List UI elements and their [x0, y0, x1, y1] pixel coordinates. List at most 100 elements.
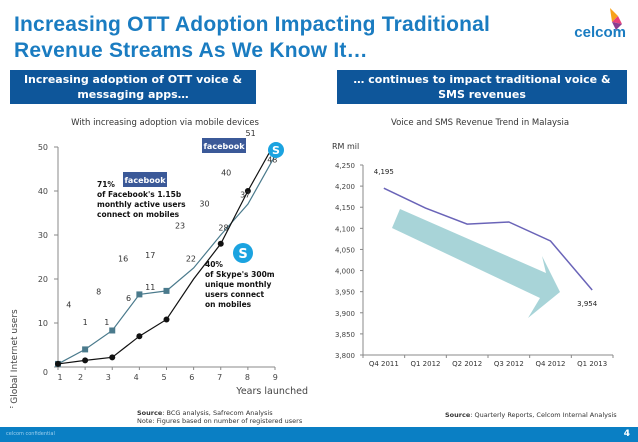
- footer-bar: celcom confidential 4: [0, 427, 638, 442]
- data-point-skype: [217, 240, 224, 247]
- data-label: 16: [118, 254, 128, 263]
- facebook-badge-2: facebook: [202, 138, 246, 153]
- y-tick-label: 40: [38, 187, 48, 196]
- y-tick-label: 20: [38, 275, 48, 284]
- svg-text:S: S: [272, 144, 280, 157]
- data-label: 23: [175, 221, 185, 230]
- data-label: 8: [96, 287, 101, 296]
- x-tick-label: 4: [134, 373, 139, 382]
- data-point-skype: [163, 316, 170, 323]
- x-tick-label: Q4 2011: [369, 360, 399, 368]
- skype-icon: S: [268, 142, 284, 158]
- left-source: Source: BCG analysis, Safrecom Analysis …: [137, 409, 303, 425]
- svg-text:71%: 71%: [97, 180, 115, 189]
- slide-title: Increasing OTT Adoption Impacting Tradit…: [14, 13, 491, 62]
- y-tick-label: 4,250: [335, 162, 355, 170]
- data-label: 40: [221, 169, 231, 178]
- y-axis-label: % of Global Internet users: [10, 309, 20, 408]
- data-label: 6: [126, 294, 131, 303]
- x-tick-label: 2: [78, 373, 83, 382]
- x-tick-label: Q1 2013: [577, 360, 607, 368]
- data-label: 4,195: [374, 168, 394, 176]
- page-number: 4: [623, 429, 630, 439]
- data-point-skype: [82, 357, 89, 364]
- x-tick-label: 3: [106, 373, 111, 382]
- data-label: 28: [218, 224, 228, 233]
- celcom-logo: celcom: [552, 8, 630, 42]
- left-section-header: Increasing adoption of OTT voice & messa…: [10, 70, 256, 104]
- data-label: 30: [199, 199, 209, 208]
- revenue-chart: Voice and SMS Revenue Trend in Malaysia …: [332, 118, 614, 368]
- x-axis-label: Years launched: [235, 386, 308, 397]
- data-label: 51: [245, 129, 255, 138]
- x-tick-label: 9: [273, 373, 278, 382]
- x-tick-label: Q3 2012: [494, 360, 524, 368]
- facebook-badge-1: facebook: [123, 172, 167, 187]
- svg-text:40%: 40%: [205, 260, 223, 269]
- y-tick-label: 4,200: [335, 183, 355, 191]
- data-label: 11: [145, 283, 155, 292]
- data-point-skype: [244, 188, 251, 194]
- adoption-chart: With increasing adoption via mobile devi…: [10, 118, 308, 408]
- data-point-skype: [55, 360, 61, 367]
- right-section-header: … continues to impact traditional voice …: [337, 70, 627, 104]
- facebook-badge-text: facebook: [203, 142, 245, 151]
- data-label: 37: [240, 191, 250, 200]
- data-label: 1: [83, 318, 88, 327]
- data-label: 17: [145, 251, 155, 260]
- right-source: Source: Quarterly Reports, Celcom Intern…: [445, 411, 617, 419]
- data-point-facebook: [163, 287, 170, 294]
- data-label: 48: [267, 155, 277, 164]
- celcom-logo-mark-icon: [610, 8, 622, 30]
- y-tick-label: 10: [38, 319, 48, 328]
- y-tick-label: 3,800: [335, 352, 355, 360]
- y-tick-label: 30: [38, 231, 48, 240]
- data-point-facebook: [136, 291, 143, 298]
- data-label: 1: [104, 318, 109, 327]
- data-point-facebook: [109, 327, 116, 334]
- svg-text:users connect: users connect: [205, 290, 264, 299]
- svg-text:monthly active users: monthly active users: [97, 200, 186, 209]
- chart-title: Voice and SMS Revenue Trend in Malaysia: [391, 118, 569, 128]
- data-point-facebook: [82, 346, 89, 353]
- x-tick-label: 7: [217, 373, 222, 382]
- footer-text: celcom confidential: [6, 431, 55, 437]
- svg-text:S: S: [238, 247, 247, 262]
- data-point-skype: [109, 354, 116, 361]
- revenue-line: [383, 187, 593, 291]
- facebook-annotation: 71% of Facebook's 1.15b monthly active u…: [97, 180, 186, 219]
- x-tick-label: 5: [161, 373, 166, 382]
- svg-text:connect on mobiles: connect on mobiles: [97, 210, 180, 219]
- data-label: 4: [66, 301, 71, 310]
- skype-icon: S: [233, 243, 253, 263]
- y-tick-label: 4,050: [335, 246, 355, 254]
- y-tick-label: 3,950: [335, 289, 355, 297]
- svg-text:on mobiles: on mobiles: [205, 300, 252, 309]
- y-tick-label: 0: [43, 368, 48, 377]
- left-note: Note: Figures based on number of registe…: [137, 417, 303, 425]
- svg-text:unique monthly: unique monthly: [205, 280, 271, 289]
- data-point-skype: [136, 333, 143, 340]
- trend-arrow: [392, 209, 560, 318]
- x-tick-label: Q2 2012: [452, 360, 482, 368]
- y-tick-label: 50: [38, 143, 48, 152]
- y-tick-label: 4,000: [335, 268, 355, 276]
- y-tick-label: 4,150: [335, 204, 355, 212]
- y-tick-label: 3,900: [335, 310, 355, 318]
- facebook-badge-text: facebook: [124, 176, 166, 185]
- data-label: 3,954: [577, 300, 598, 308]
- y-axis-unit: RM mil: [332, 142, 359, 151]
- x-tick-label: 1: [57, 373, 62, 382]
- svg-text:of Facebook's 1.15b: of Facebook's 1.15b: [97, 190, 182, 199]
- chart-title: With increasing adoption via mobile devi…: [71, 118, 259, 128]
- logo-text: celcom: [574, 24, 626, 41]
- y-tick-label: 4,100: [335, 225, 355, 233]
- data-label: 22: [186, 254, 196, 263]
- x-tick-label: 6: [189, 373, 194, 382]
- skype-annotation: 40% of Skype's 300m unique monthly users…: [205, 260, 275, 309]
- y-tick-label: 3,850: [335, 331, 355, 339]
- svg-text:of Skype's 300m: of Skype's 300m: [205, 270, 275, 279]
- x-tick-label: Q4 2012: [535, 360, 565, 368]
- x-tick-label: Q1 2012: [410, 360, 440, 368]
- x-tick-label: 8: [245, 373, 250, 382]
